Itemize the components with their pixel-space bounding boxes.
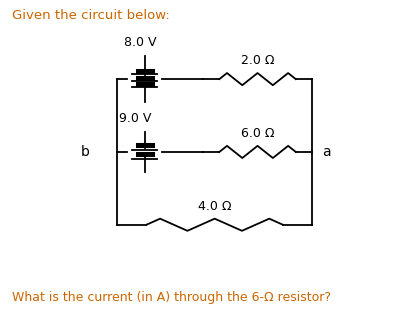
Text: 6.0 Ω: 6.0 Ω bbox=[240, 127, 274, 140]
Text: What is the current (in A) through the 6-Ω resistor?: What is the current (in A) through the 6… bbox=[12, 291, 330, 304]
Text: Given the circuit below:: Given the circuit below: bbox=[12, 9, 169, 22]
Text: 4.0 Ω: 4.0 Ω bbox=[198, 200, 231, 213]
Text: a: a bbox=[321, 145, 330, 159]
Text: 2.0 Ω: 2.0 Ω bbox=[240, 54, 274, 67]
Text: 8.0 V: 8.0 V bbox=[124, 36, 156, 49]
Text: 9.0 V: 9.0 V bbox=[118, 112, 151, 125]
Text: b: b bbox=[81, 145, 90, 159]
